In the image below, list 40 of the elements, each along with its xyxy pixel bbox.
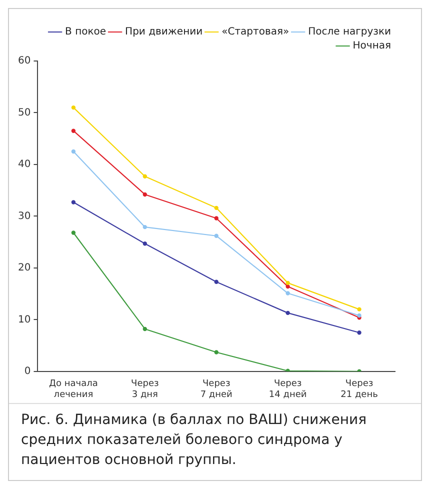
point xyxy=(142,192,148,197)
point xyxy=(142,242,148,246)
legend-label: Ночная xyxy=(352,40,392,52)
legend-label: «Стартовая» xyxy=(222,26,290,38)
point xyxy=(357,330,362,335)
point xyxy=(357,313,362,318)
y-tick-label: 50 xyxy=(18,107,31,118)
y-tick-label: 10 xyxy=(18,314,31,326)
legend-label: После нагрузки xyxy=(308,26,392,38)
point xyxy=(142,174,148,178)
x-tick-label: Через 7 дней xyxy=(200,379,233,400)
legend-label: В покое xyxy=(65,26,106,38)
point xyxy=(71,230,76,235)
point xyxy=(71,128,76,133)
y-tick-label: 40 xyxy=(18,159,31,170)
point xyxy=(214,350,218,354)
point xyxy=(142,224,148,230)
y-tick-label: 30 xyxy=(18,210,31,222)
text: Рис. 6. Динамика (в баллах по ВАШ) снижения средних показателей болевого синдрома у пациентов основной группы. xyxy=(9,403,421,480)
x-tick-label: Через 3 дня xyxy=(131,379,159,400)
y-tick-label: 0 xyxy=(24,366,31,377)
point xyxy=(286,291,290,296)
x-tick-label: До начала лечения xyxy=(49,379,98,400)
point xyxy=(214,280,218,284)
point xyxy=(286,310,290,316)
point xyxy=(286,284,290,289)
point xyxy=(71,105,76,110)
y-tick-label: 60 xyxy=(18,56,31,67)
point xyxy=(142,326,148,332)
point xyxy=(286,280,290,286)
point xyxy=(214,216,218,220)
legend-label: При движении xyxy=(125,26,203,38)
point xyxy=(71,200,76,204)
point xyxy=(357,307,362,312)
point xyxy=(214,234,218,238)
y-tick-label: 20 xyxy=(18,262,31,274)
x-tick-label: Через 21 день xyxy=(340,379,378,400)
x-tick-label: Через 14 дней xyxy=(268,379,307,400)
point xyxy=(71,149,76,154)
point xyxy=(214,206,218,210)
